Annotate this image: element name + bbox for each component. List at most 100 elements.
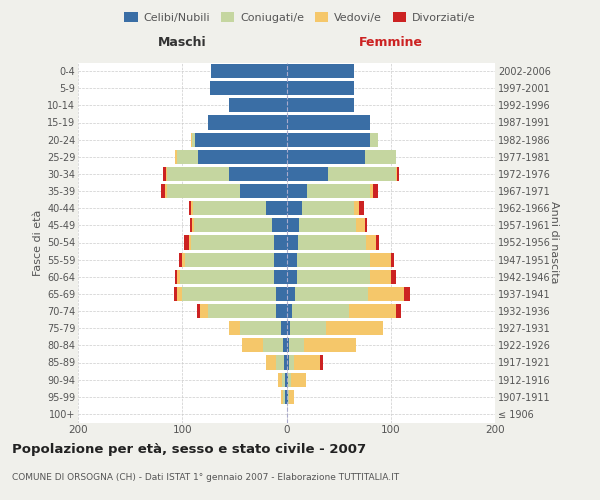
Bar: [175, 150, 287, 164]
Bar: [287, 81, 354, 95]
Bar: [211, 64, 287, 78]
Bar: [287, 98, 354, 112]
Bar: [287, 287, 404, 301]
Bar: [287, 321, 326, 335]
Bar: [287, 390, 294, 404]
Bar: [188, 236, 287, 250]
Bar: [287, 116, 370, 130]
Bar: [287, 372, 307, 386]
Bar: [242, 338, 287, 352]
Bar: [287, 132, 378, 146]
Bar: [211, 81, 287, 95]
Bar: [167, 167, 287, 181]
Bar: [182, 287, 287, 301]
Bar: [182, 252, 287, 266]
Bar: [287, 356, 289, 370]
Bar: [284, 356, 287, 370]
Bar: [287, 184, 370, 198]
Bar: [287, 218, 356, 232]
Bar: [287, 287, 295, 301]
Bar: [211, 64, 287, 78]
Bar: [191, 236, 287, 250]
Bar: [287, 201, 359, 215]
Bar: [287, 201, 302, 215]
Bar: [177, 150, 287, 164]
Bar: [229, 321, 287, 335]
Bar: [287, 338, 289, 352]
Bar: [287, 356, 323, 370]
Bar: [175, 150, 287, 164]
Bar: [239, 184, 287, 198]
Bar: [287, 116, 370, 130]
Bar: [287, 252, 297, 266]
Bar: [229, 98, 287, 112]
Bar: [263, 338, 287, 352]
Bar: [211, 64, 287, 78]
Bar: [287, 287, 410, 301]
Bar: [190, 218, 287, 232]
Bar: [191, 132, 287, 146]
Bar: [287, 356, 320, 370]
Bar: [161, 184, 287, 198]
Text: Femmine: Femmine: [359, 36, 423, 49]
Bar: [191, 132, 287, 146]
Bar: [164, 184, 287, 198]
Bar: [191, 218, 287, 232]
Bar: [166, 167, 287, 181]
Bar: [177, 287, 287, 301]
Bar: [287, 304, 396, 318]
Bar: [211, 81, 287, 95]
Bar: [287, 236, 376, 250]
Bar: [287, 270, 391, 284]
Bar: [287, 372, 307, 386]
Bar: [287, 218, 365, 232]
Bar: [287, 184, 307, 198]
Bar: [287, 304, 349, 318]
Bar: [287, 372, 290, 386]
Bar: [229, 321, 287, 335]
Bar: [278, 372, 287, 386]
Bar: [287, 64, 354, 78]
Bar: [287, 150, 396, 164]
Bar: [208, 304, 287, 318]
Bar: [287, 338, 356, 352]
Bar: [287, 116, 370, 130]
Bar: [229, 98, 287, 112]
Bar: [283, 338, 287, 352]
Bar: [229, 98, 287, 112]
Bar: [287, 236, 379, 250]
Bar: [287, 201, 354, 215]
Bar: [167, 184, 287, 198]
Bar: [266, 356, 287, 370]
Bar: [287, 321, 383, 335]
Bar: [197, 304, 287, 318]
Bar: [208, 116, 287, 130]
Bar: [287, 270, 396, 284]
Bar: [180, 270, 287, 284]
Bar: [287, 81, 354, 95]
Bar: [272, 218, 287, 232]
Bar: [287, 167, 399, 181]
Bar: [188, 201, 287, 215]
Bar: [287, 167, 328, 181]
Bar: [185, 252, 287, 266]
Bar: [175, 270, 287, 284]
Bar: [208, 116, 287, 130]
Bar: [287, 338, 356, 352]
Bar: [184, 236, 287, 250]
Text: COMUNE DI ORSOGNA (CH) - Dati ISTAT 1° gennaio 2007 - Elaborazione TUTTITALIA.IT: COMUNE DI ORSOGNA (CH) - Dati ISTAT 1° g…: [12, 472, 399, 482]
Y-axis label: Anni di nascita: Anni di nascita: [549, 201, 559, 284]
Bar: [287, 150, 396, 164]
Bar: [191, 201, 287, 215]
Bar: [287, 218, 299, 232]
Bar: [287, 132, 378, 146]
Bar: [286, 390, 287, 404]
Bar: [193, 201, 287, 215]
Bar: [287, 390, 294, 404]
Bar: [287, 132, 378, 146]
Bar: [274, 270, 287, 284]
Bar: [200, 304, 287, 318]
Bar: [287, 167, 397, 181]
Bar: [287, 98, 354, 112]
Bar: [286, 372, 287, 386]
